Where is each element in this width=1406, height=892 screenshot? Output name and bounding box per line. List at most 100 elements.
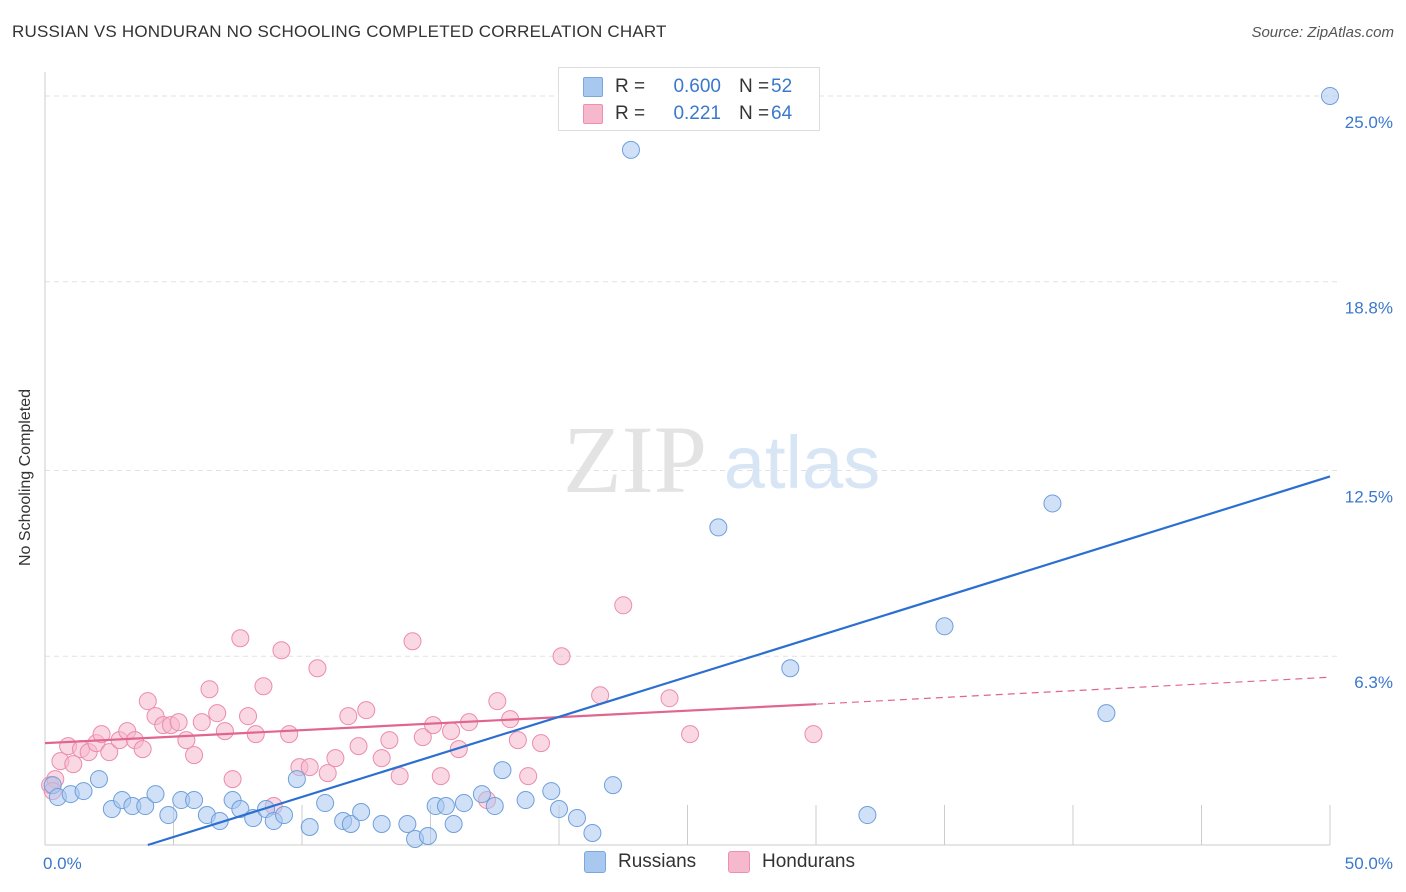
russian-point (231, 800, 250, 819)
honduran-point (192, 713, 211, 732)
russian-point (418, 827, 437, 846)
honduran-point (431, 767, 450, 786)
bottom-legend-label: Hondurans (762, 851, 855, 872)
honduran-point (532, 734, 551, 753)
honduran-point (308, 659, 327, 678)
russian-point (516, 791, 535, 810)
russian-point (542, 782, 561, 801)
series-hondurans (41, 596, 823, 816)
honduran-point (223, 770, 242, 789)
series-russians (43, 86, 1339, 849)
honduran-point (804, 725, 823, 744)
russian-point (493, 761, 512, 780)
bottom-legend-hondurans[interactable]: Hondurans (728, 851, 855, 873)
y-tick-label: 12.5% (1345, 487, 1393, 506)
russian-trend-line (147, 475, 1331, 847)
y-tick-label: 6.3% (1354, 673, 1393, 692)
russian-point (454, 794, 473, 813)
honduran-point (231, 629, 250, 648)
honduran-point (488, 692, 507, 711)
honduran-point (318, 764, 337, 783)
legend-n-value: 64 (771, 103, 793, 124)
russian-point (287, 770, 306, 789)
honduran-point (552, 647, 571, 666)
honduran-point (660, 689, 679, 708)
legend-swatch-hondurans (583, 104, 603, 124)
legend-n-value: 52 (771, 76, 793, 97)
honduran-point (519, 767, 538, 786)
trend-lines (44, 475, 1331, 847)
bottom-legend-swatch-hondurans (728, 851, 750, 873)
honduran-point (614, 596, 633, 615)
russian-point (583, 824, 602, 843)
russian-point (1097, 704, 1116, 723)
honduran-point (326, 749, 345, 768)
tick-labels: 6.3% 12.5% 18.8% 25.0% 0.0% 50.0% (43, 113, 1393, 873)
y-tick-label: 25.0% (1345, 113, 1393, 132)
russian-point (472, 785, 491, 804)
russian-point (341, 815, 360, 834)
bottom-legend-russians[interactable]: Russians (584, 851, 696, 873)
russian-point (146, 785, 165, 804)
honduran-point (442, 722, 461, 741)
russian-point (567, 809, 586, 828)
honduran-point (215, 722, 234, 741)
honduran-point (349, 737, 368, 756)
russian-point (858, 806, 877, 825)
honduran-point (254, 677, 273, 696)
honduran-point (133, 740, 152, 759)
honduran-point (177, 731, 196, 750)
russian-point (185, 791, 204, 810)
russian-point (275, 806, 294, 825)
russian-point (316, 794, 335, 813)
legend-swatch-russians (583, 77, 603, 97)
watermark-zip: ZIP (563, 406, 707, 513)
russian-point (398, 815, 417, 834)
axes (44, 72, 1331, 846)
bottom-legend: Russians Hondurans (0, 851, 1406, 879)
x-tick-label: 0.0% (43, 854, 82, 873)
russian-point (781, 659, 800, 678)
honduran-point (508, 731, 527, 750)
chart-title: RUSSIAN VS HONDURAN NO SCHOOLING COMPLET… (12, 22, 667, 41)
russian-point (136, 797, 155, 816)
honduran-point (300, 758, 319, 777)
honduran-point (64, 755, 83, 774)
russian-point (352, 803, 371, 822)
russian-point (159, 806, 178, 825)
honduran-point (380, 731, 399, 750)
source-credit: Source: ZipAtlas.com (1251, 24, 1394, 41)
legend-n-label: N = (739, 76, 770, 97)
russian-point (603, 776, 622, 795)
legend: R = 0.600 N = 52 R = 0.221 N = 64 (558, 67, 820, 131)
honduran-point (246, 725, 265, 744)
bottom-legend-swatch-russians (584, 851, 606, 873)
honduran-point (138, 692, 157, 711)
honduran-point (390, 767, 409, 786)
legend-row-russians: R = 0.600 N = 52 (583, 75, 792, 99)
bottom-legend-label: Russians (618, 851, 697, 872)
honduran-point (272, 641, 291, 660)
watermark: ZIP atlas (563, 406, 880, 513)
legend-n-label: N = (739, 103, 770, 124)
russian-point (550, 800, 568, 819)
honduran-trend-line (44, 703, 817, 745)
legend-row-hondurans: R = 0.221 N = 64 (583, 102, 792, 126)
honduran-point (92, 725, 111, 744)
legend-r-value: 0.221 (673, 103, 721, 124)
y-tick-label: 18.8% (1345, 299, 1393, 318)
russian-point (709, 518, 728, 537)
honduran-point (208, 704, 227, 723)
grid-lines (45, 95, 1340, 657)
russian-point (89, 770, 108, 789)
russian-point (1321, 86, 1339, 105)
russian-point (1043, 494, 1062, 513)
x-tick-label: 50.0% (1345, 854, 1393, 873)
legend-r-label: R = (615, 76, 646, 97)
honduran-point (100, 743, 119, 762)
honduran-point (413, 728, 432, 747)
honduran-point (185, 746, 204, 765)
russian-point (300, 818, 319, 837)
russian-point (372, 815, 391, 834)
